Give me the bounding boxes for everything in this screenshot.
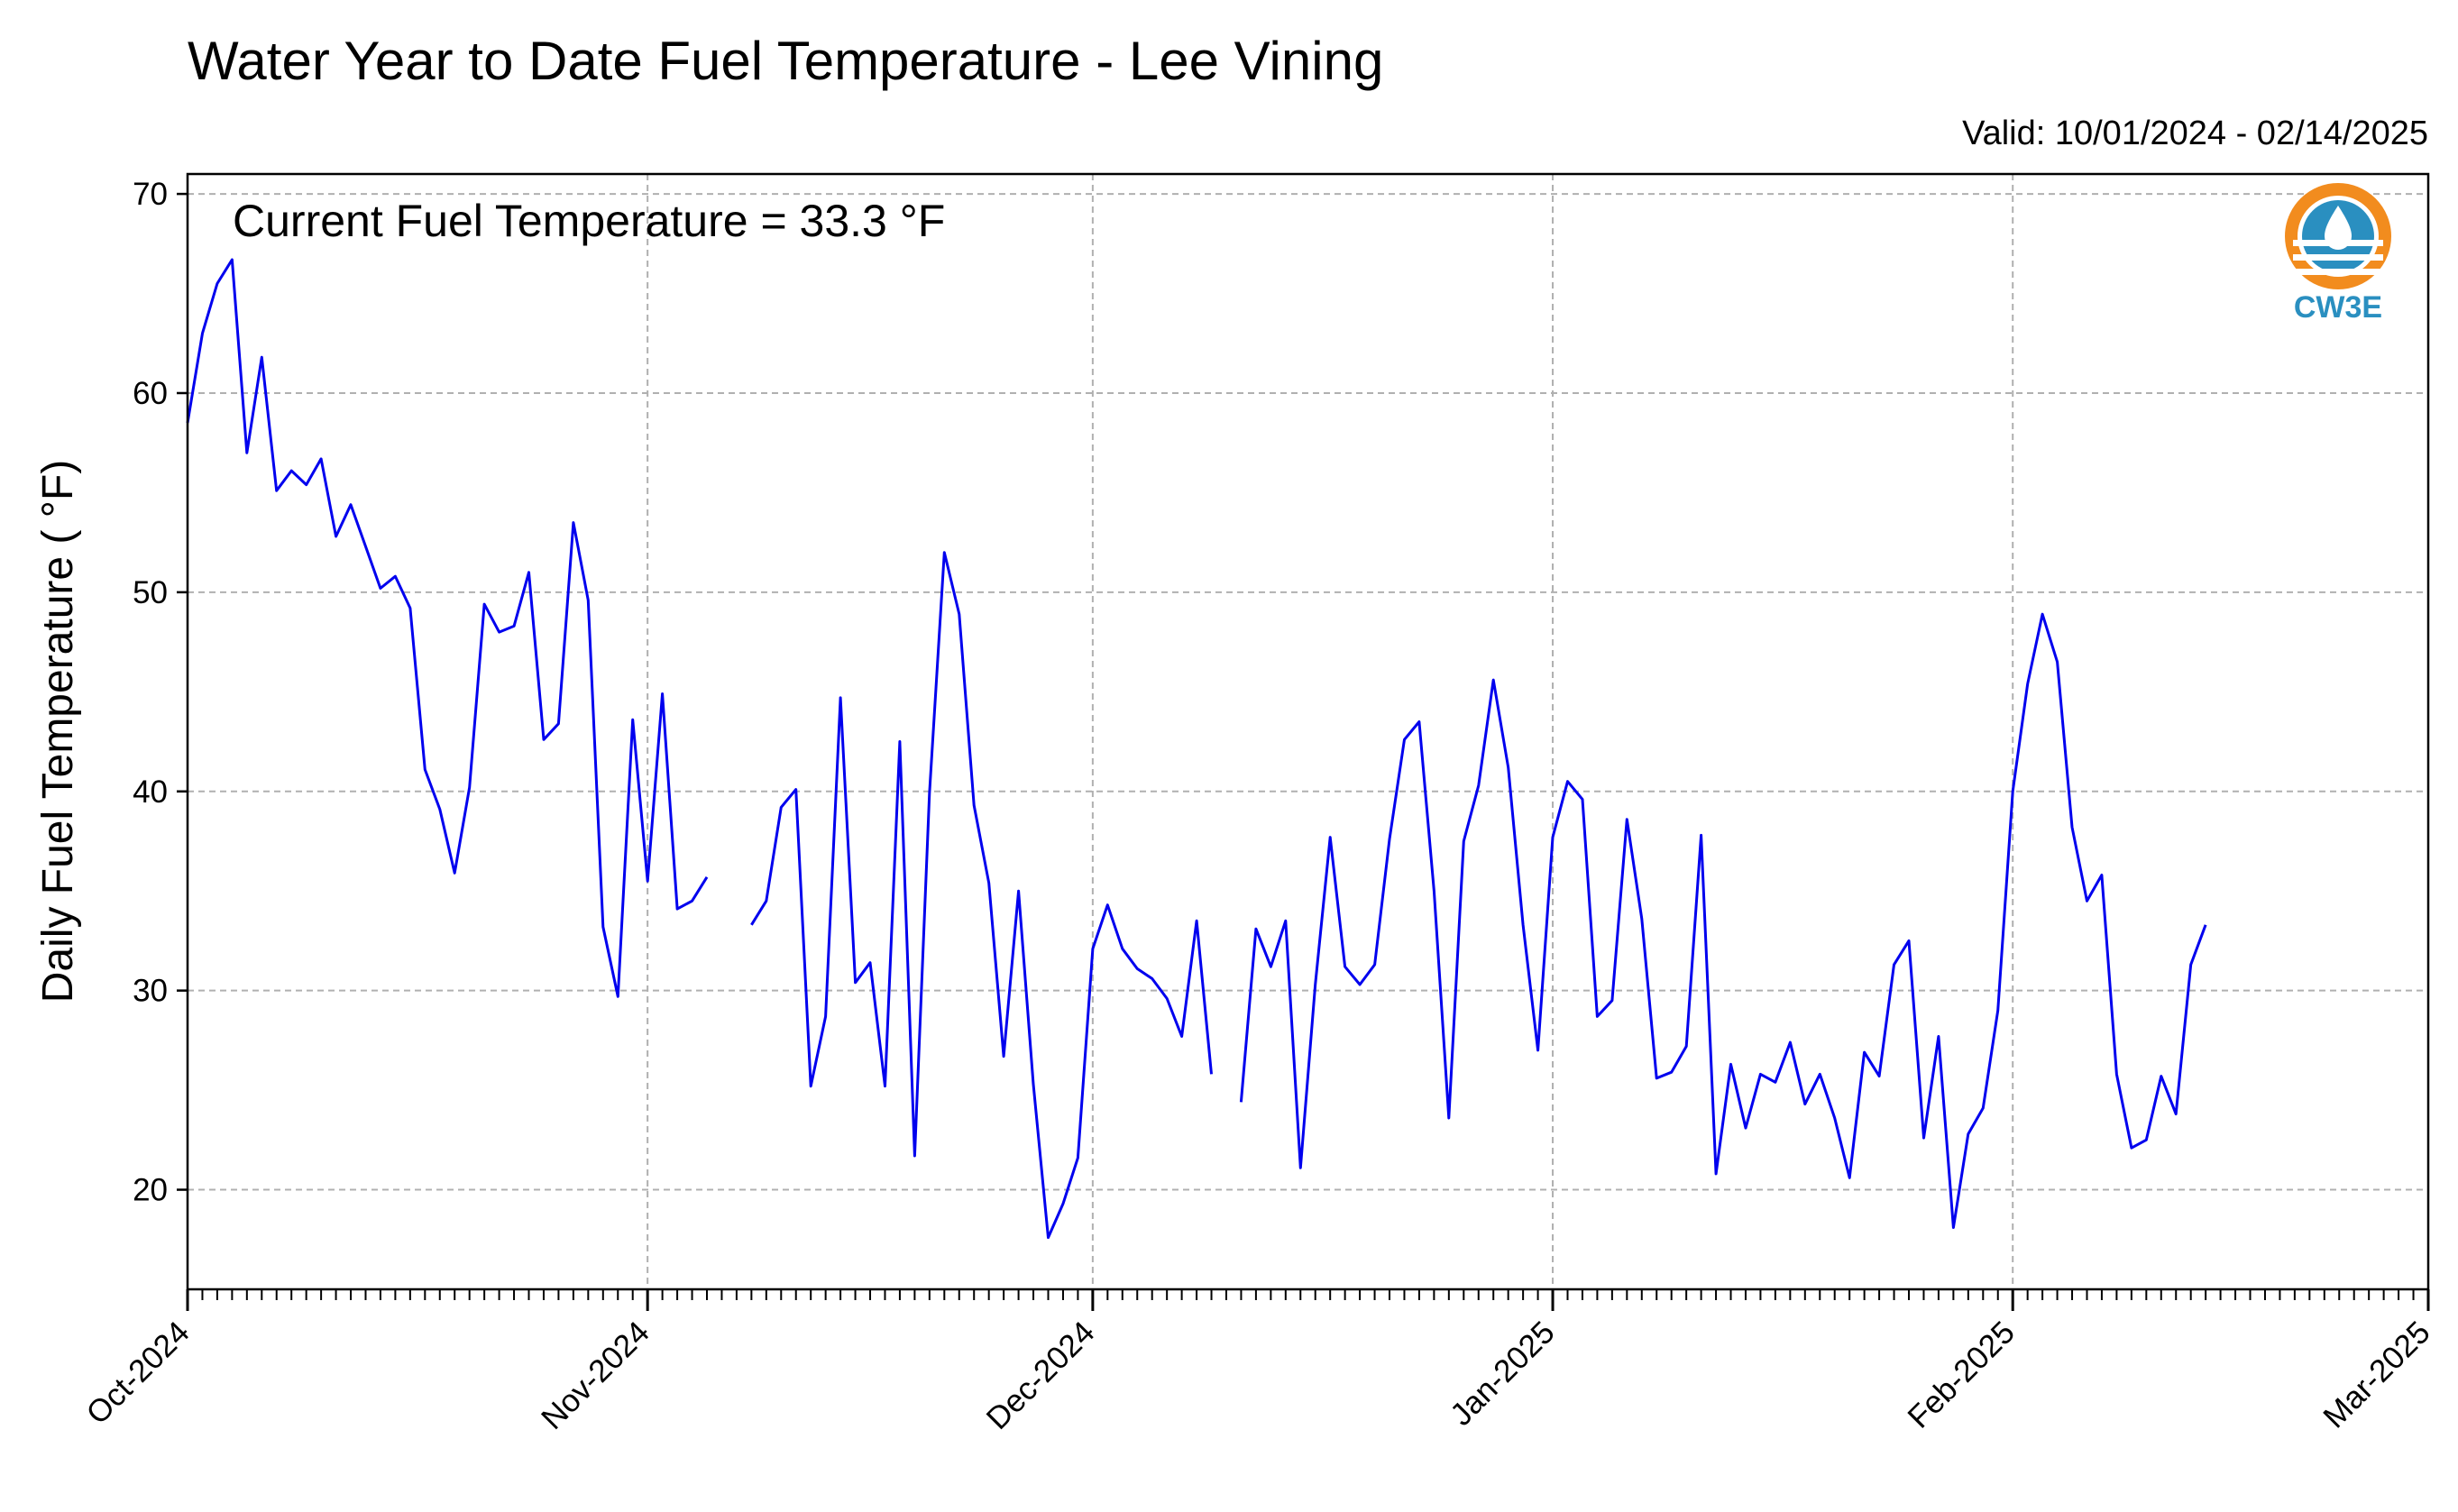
logo-wave-3	[2293, 269, 2383, 275]
logo-sun-ring	[2285, 183, 2391, 289]
y-tick-label: 70	[133, 177, 168, 212]
droplet-icon	[2325, 206, 2352, 250]
x-tick-label: Mar-2025	[2316, 1315, 2436, 1434]
y-tick-label: 40	[133, 774, 168, 810]
current-temperature-annotation: Current Fuel Temperature = 33.3 °F	[233, 196, 945, 246]
valid-date-range: Valid: 10/01/2024 - 02/14/2025	[1962, 115, 2428, 152]
y-axis-label: Daily Fuel Temperature ( °F)	[34, 460, 82, 1003]
x-tick-label: Nov-2024	[535, 1315, 656, 1436]
y-axis: 20 30 40 50 60 70	[133, 177, 188, 1208]
x-tick-label: Dec-2024	[980, 1315, 1102, 1436]
plot-frame	[186, 172, 2430, 1291]
logo-wave-2	[2293, 254, 2383, 261]
series-segment	[750, 551, 1213, 1240]
x-tick-label: Jan-2025	[1444, 1315, 1562, 1433]
cw3e-logo: CW3E	[2285, 183, 2391, 325]
y-tick-label: 60	[133, 376, 168, 411]
series-segment	[1239, 612, 2207, 1229]
logo-text: CW3E	[2294, 290, 2382, 325]
series-segment	[186, 258, 709, 998]
x-axis: Oct-2024 Nov-2024 Dec-2024 Jan-2025 Feb-2025…	[79, 1289, 2437, 1436]
x-tick-label: Feb-2025	[1901, 1315, 2022, 1435]
chart-title: Water Year to Date Fuel Temperature - Le…	[188, 31, 1383, 91]
series-line	[186, 258, 2207, 1240]
y-tick-label: 30	[133, 974, 168, 1009]
x-tick-label: Oct-2024	[79, 1315, 196, 1431]
y-tick-label: 50	[133, 575, 168, 610]
gridlines	[187, 174, 2429, 1289]
y-tick-label: 20	[133, 1173, 168, 1208]
